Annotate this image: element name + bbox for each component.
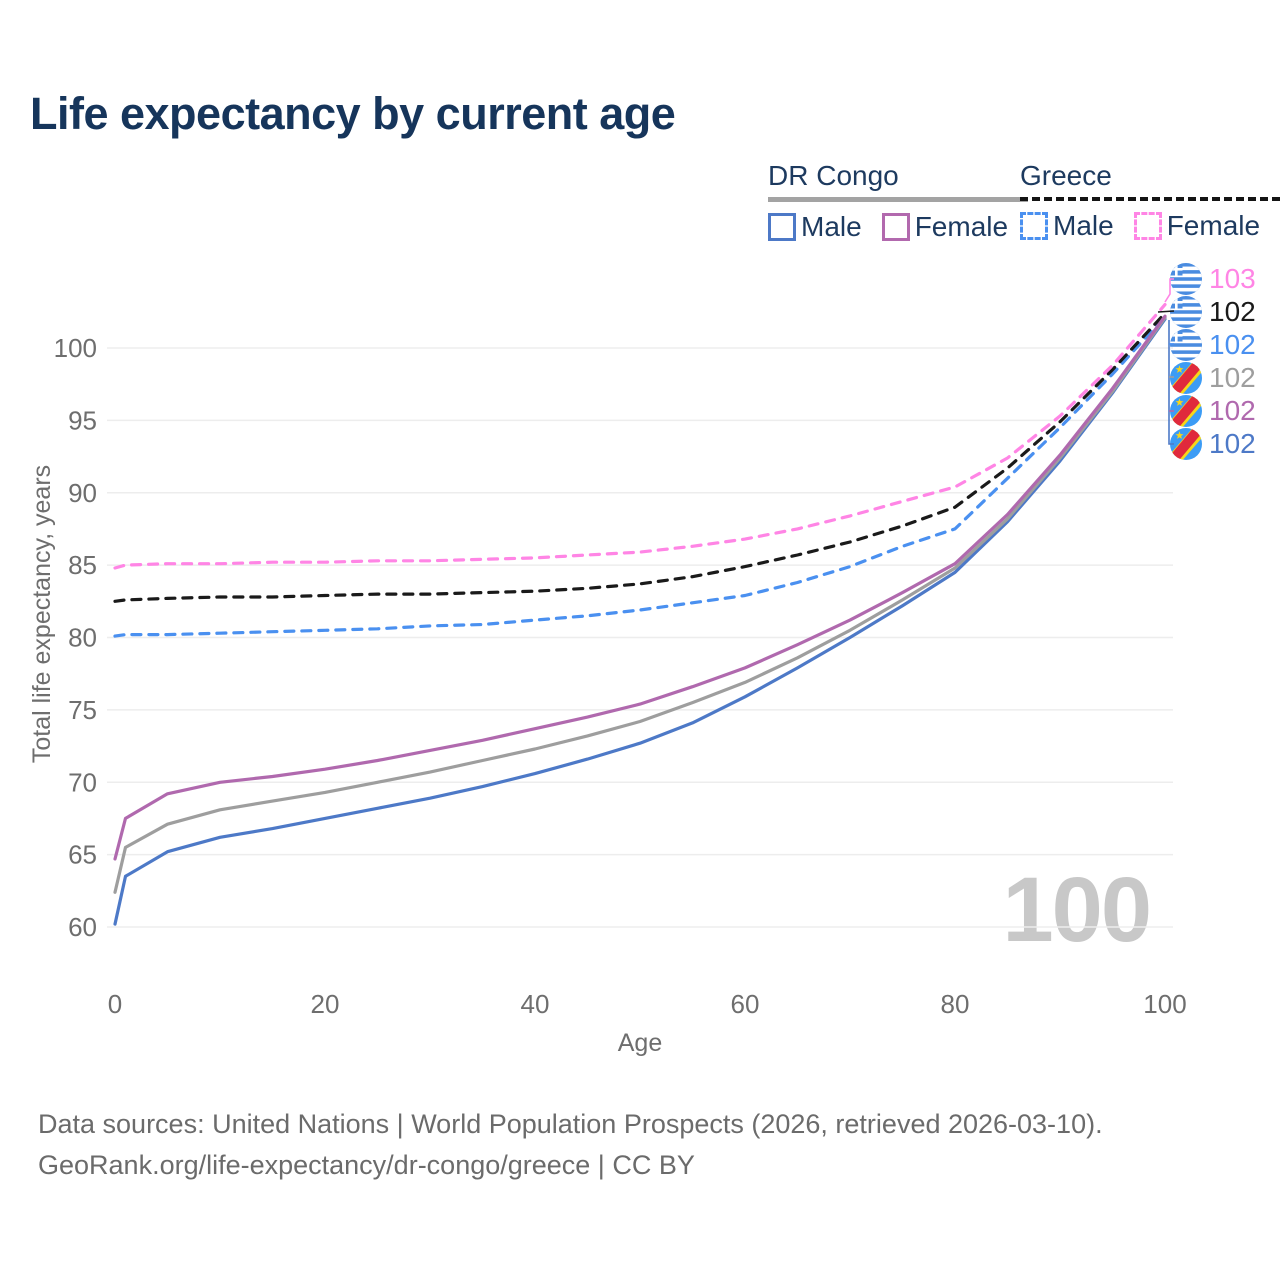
legend-country-name: DR Congo: [768, 160, 899, 191]
legend-item-label: Female: [914, 211, 1009, 242]
legend-checkbox-drcongo-female[interactable]: [881, 213, 910, 241]
end-label-value: 102: [1209, 427, 1256, 459]
legend-solid-line-sample: [768, 197, 1029, 202]
y-tick-label: 100: [54, 333, 97, 363]
x-tick-label: 40: [521, 989, 550, 1019]
gridlines: [107, 347, 1173, 928]
legend-country-name: Greece: [1020, 160, 1112, 191]
x-tick-label: 0: [108, 989, 122, 1019]
y-tick-label: 80: [68, 623, 97, 653]
legend-item-label: Female: [1166, 210, 1261, 241]
y-tick-label: 95: [68, 405, 97, 435]
page-title: Life expectancy by current age: [30, 88, 676, 139]
series-line-dr-congo-male: [113, 317, 1167, 926]
legend-checkbox-greece-female[interactable]: [1133, 212, 1162, 240]
end-label-row: 102: [1170, 361, 1280, 394]
end-label-value: 102: [1209, 361, 1256, 393]
y-axis-title: Total life expectancy, years: [28, 465, 56, 763]
y-tick-label: 75: [68, 695, 97, 725]
data-sources-line2: GeoRank.org/life-expectancy/dr-congo/gre…: [38, 1150, 695, 1180]
end-label-connectors: [1157, 278, 1175, 445]
series-line-greece-female: [113, 303, 1167, 570]
end-labels: 103 102 102 102 102 102: [1170, 262, 1280, 460]
legend-group-greece: Greece Male Female: [1020, 160, 1280, 242]
data-sources-line1: Data sources: United Nations | World Pop…: [38, 1109, 1103, 1139]
y-tick-label: 85: [68, 550, 97, 580]
legend-dashed-line-sample: [1020, 197, 1280, 201]
series-line-greece-total: [113, 311, 1167, 603]
x-tick-label: 100: [1143, 989, 1186, 1019]
legend-checkbox-greece-male[interactable]: [1020, 212, 1048, 240]
end-label-value: 102: [1209, 295, 1256, 327]
end-label-row: 102: [1170, 394, 1280, 427]
x-tick-label: 80: [941, 989, 970, 1019]
legend-group-dr-congo: DR Congo Male Female: [768, 160, 1029, 243]
end-label-value: 102: [1209, 328, 1256, 360]
series-line-greece-male: [113, 314, 1167, 638]
x-axis-title: Age: [618, 1029, 662, 1057]
end-label-value: 102: [1209, 394, 1256, 426]
legend-item-label: Male: [801, 211, 862, 242]
series-line-dr-congo-female: [113, 314, 1167, 861]
legend-checkbox-drcongo-male[interactable]: [768, 213, 796, 241]
y-axis-tick-labels: 60 65 70 75 80 85 90 95 100: [54, 333, 97, 942]
y-tick-label: 90: [68, 478, 97, 508]
series-line-dr-congo-total: [113, 316, 1167, 894]
y-tick-label: 70: [68, 767, 97, 797]
age-watermark: 100: [1002, 859, 1153, 961]
end-label-row: 103: [1170, 262, 1280, 295]
end-label-value: 103: [1209, 262, 1256, 294]
end-label-row: 102: [1170, 328, 1280, 361]
end-label-row: 102: [1170, 295, 1280, 328]
series-lines: [113, 303, 1167, 926]
x-axis-tick-labels: 0 20 40 60 80 100: [108, 989, 1187, 1019]
legend-item-label: Male: [1053, 210, 1114, 241]
y-tick-label: 65: [68, 840, 97, 870]
x-tick-label: 60: [731, 989, 760, 1019]
x-tick-label: 20: [311, 989, 340, 1019]
data-sources: Data sources: United Nations | World Pop…: [38, 1104, 1103, 1186]
y-tick-label: 60: [68, 912, 97, 942]
end-label-row: 102: [1170, 427, 1280, 460]
